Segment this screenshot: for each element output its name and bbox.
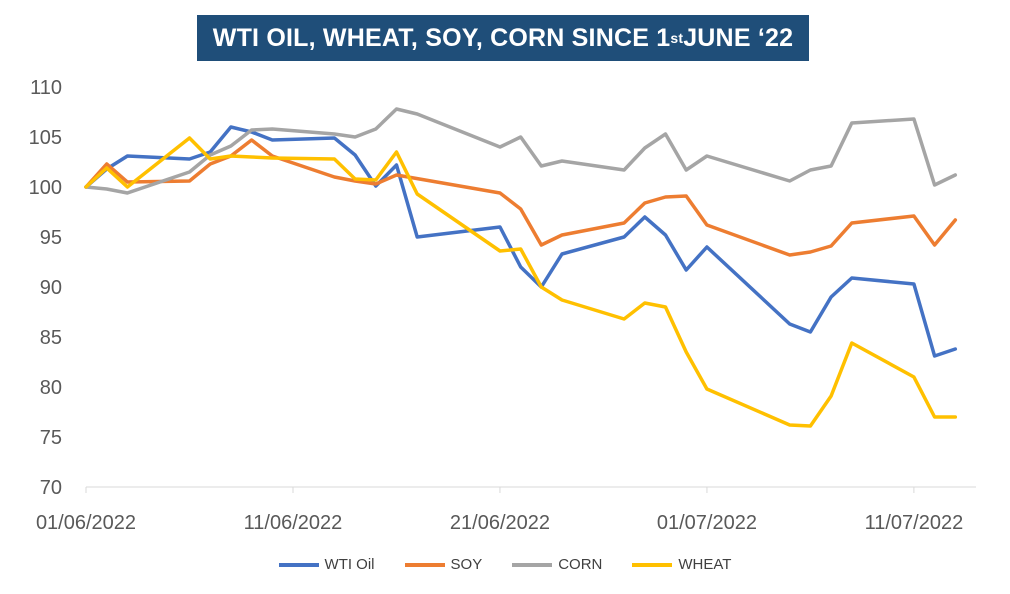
legend-swatch bbox=[404, 562, 445, 567]
legend-swatch bbox=[512, 562, 553, 567]
x-tick-label: 01/06/2022 bbox=[36, 512, 136, 534]
series-line-soy bbox=[84, 138, 958, 257]
y-tick-label: 100 bbox=[29, 177, 62, 199]
chart-legend: WTI Oil SOY CORN WHEAT bbox=[0, 556, 1010, 573]
chart-title-text: WTI OIL, WHEAT, SOY, CORN SINCE 1 bbox=[212, 23, 671, 52]
y-tick-label: 90 bbox=[40, 277, 62, 299]
y-tick-label: 80 bbox=[40, 377, 62, 399]
legend-label: SOY bbox=[450, 556, 483, 573]
legend-swatch bbox=[278, 562, 319, 567]
legend-item: WTI Oil bbox=[278, 556, 375, 573]
x-tick-label: 11/06/2022 bbox=[244, 512, 343, 534]
chart-title-text-end: JUNE ‘22 bbox=[683, 23, 794, 52]
legend-item: WHEAT bbox=[632, 556, 731, 573]
legend-label: WHEAT bbox=[678, 556, 732, 573]
legend-swatch bbox=[632, 562, 673, 567]
series-line-wheat bbox=[84, 136, 958, 428]
y-tick-label: 95 bbox=[40, 227, 62, 249]
x-tick-label: 01/07/2022 bbox=[657, 512, 757, 534]
y-tick-label: 110 bbox=[30, 77, 62, 99]
legend-label: WTI Oil bbox=[324, 556, 375, 573]
y-tick-label: 70 bbox=[40, 477, 62, 499]
series-line-corn bbox=[84, 107, 958, 195]
legend-label: CORN bbox=[558, 556, 603, 573]
legend-item: CORN bbox=[512, 556, 602, 573]
y-tick-label: 85 bbox=[40, 327, 62, 349]
y-tick-label: 75 bbox=[40, 427, 62, 449]
y-tick-label: 105 bbox=[29, 127, 62, 149]
legend-item: SOY bbox=[404, 556, 483, 573]
x-tick-label: 21/06/2022 bbox=[450, 512, 550, 534]
series-line-wti-oil bbox=[84, 125, 958, 358]
x-tick-label: 11/07/2022 bbox=[865, 512, 964, 534]
